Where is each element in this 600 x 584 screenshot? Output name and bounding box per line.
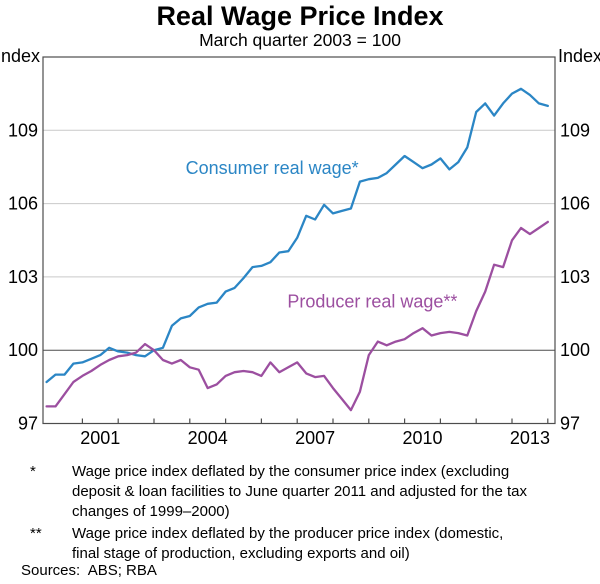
y-tick-label-right-97: 97 bbox=[560, 414, 580, 434]
y-axis-unit-left: Index bbox=[0, 46, 40, 66]
y-tick-label-right-100: 100 bbox=[560, 340, 590, 360]
y-axis-unit-right: Index bbox=[558, 46, 600, 66]
line-chart-canvas: 97 97 100 100 103 103 106 106 109 109 2001 2004 2007… bbox=[0, 46, 600, 448]
x-axis-label-2004: 2004 bbox=[188, 428, 228, 448]
chart-title: Real Wage Price Index bbox=[156, 1, 444, 31]
y-tick-label-left-100: 100 bbox=[8, 340, 38, 360]
footnote-producer-marker: ** bbox=[30, 525, 42, 542]
x-axis-label-2013: 2013 bbox=[510, 428, 550, 448]
sources-line: Sources: ABS; RBA bbox=[21, 562, 157, 579]
footnote-producer-text: Wage price index deflated by the produce… bbox=[72, 525, 504, 562]
y-tick-label-right-109: 109 bbox=[560, 120, 590, 140]
footnote-consumer-text: Wage price index deflated by the consume… bbox=[72, 463, 528, 520]
footnote-consumer-marker: * bbox=[30, 463, 36, 480]
footnote-producer: ** Wage price index deflated by the prod… bbox=[30, 524, 545, 564]
x-axis-label-2007: 2007 bbox=[295, 428, 335, 448]
y-tick-label-left-109: 109 bbox=[8, 120, 38, 140]
series-line-consumer bbox=[45, 87, 549, 384]
series-line-producer bbox=[45, 220, 549, 412]
y-tick-label-left-106: 106 bbox=[8, 194, 38, 214]
y-tick-label-right-103: 103 bbox=[560, 267, 590, 287]
footnote-consumer: * Wage price index deflated by the consu… bbox=[30, 462, 545, 522]
chart-subtitle: March quarter 2003 = 100 bbox=[199, 30, 401, 50]
x-axis-label-2001: 2001 bbox=[80, 428, 120, 448]
series-label-producer: Producer real wage** bbox=[287, 291, 457, 311]
y-tick-label-left-103: 103 bbox=[8, 267, 38, 287]
series-label-consumer: Consumer real wage* bbox=[186, 158, 359, 178]
y-tick-label-right-106: 106 bbox=[560, 194, 590, 214]
x-axis-label-2010: 2010 bbox=[403, 428, 443, 448]
y-tick-label-left-97: 97 bbox=[18, 414, 38, 434]
plot-frame bbox=[42, 56, 556, 425]
